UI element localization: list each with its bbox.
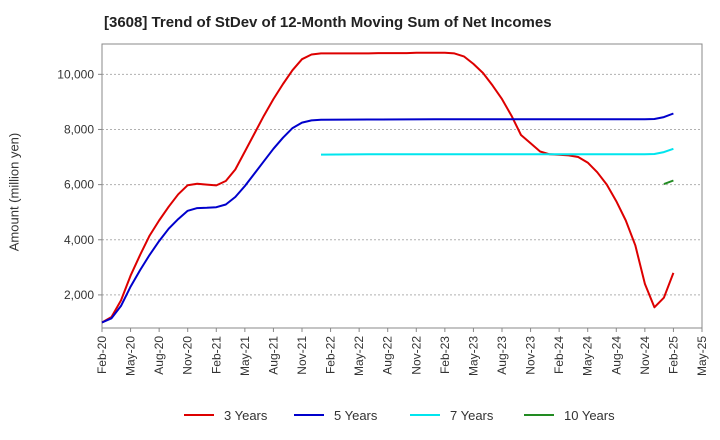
- series-line-3-years: [101, 51, 675, 324]
- legend-item: 7 Years: [410, 404, 493, 426]
- x-tick-label: Nov-23: [524, 336, 538, 375]
- x-tick-label: Feb-21: [209, 336, 223, 374]
- plot-frame: [101, 43, 703, 329]
- legend-swatch: [294, 414, 324, 416]
- y-tick-label: 8,000: [64, 122, 94, 136]
- x-tick-label: Nov-20: [181, 336, 195, 375]
- y-tick-label: 2,000: [64, 288, 94, 302]
- legend-label: 5 Years: [334, 407, 378, 423]
- x-tick-label: May-24: [581, 336, 595, 376]
- legend-item: 10 Years: [524, 404, 615, 426]
- x-tick-label: May-25: [695, 336, 709, 376]
- x-tick-label: Aug-20: [152, 336, 166, 375]
- legend-swatch: [184, 414, 214, 416]
- y-tick-label: 6,000: [64, 178, 94, 192]
- legend-label: 7 Years: [450, 407, 494, 423]
- legend-swatch: [524, 414, 554, 416]
- legend-item: 5 Years: [294, 404, 377, 426]
- legend-label: 10 Years: [564, 407, 615, 423]
- x-tick-label: Feb-23: [438, 336, 452, 374]
- x-tick-label: Nov-21: [295, 336, 309, 375]
- y-tick-label: 4,000: [64, 233, 94, 247]
- x-tick-label: Feb-20: [95, 336, 109, 374]
- x-tick-label: Nov-22: [409, 336, 423, 375]
- series-line-5-years: [101, 112, 674, 324]
- x-tick-label: Feb-24: [552, 336, 566, 374]
- series-line-7-years: [320, 147, 674, 156]
- x-tick-label: Aug-22: [381, 336, 395, 375]
- series-line-10-years: [663, 179, 674, 186]
- x-tick-label: May-22: [352, 336, 366, 376]
- legend-label: 3 Years: [224, 407, 268, 423]
- x-tick-label: Aug-24: [609, 336, 623, 375]
- x-tick-label: Aug-23: [495, 336, 509, 375]
- legend-item: 3 Years: [184, 404, 267, 426]
- x-tick-label: May-20: [124, 336, 138, 376]
- x-tick-label: Nov-24: [638, 336, 652, 375]
- x-tick-label: Feb-25: [666, 336, 680, 374]
- legend: 3 Years 5 Years 7 Years 10 Years: [0, 404, 720, 426]
- x-tick-label: May-21: [238, 336, 252, 376]
- x-tick-label: May-23: [466, 336, 480, 376]
- chart-title: [3608] Trend of StDev of 12-Month Moving…: [104, 14, 552, 31]
- x-tick-label: Aug-21: [266, 336, 280, 375]
- legend-swatch: [410, 414, 440, 416]
- y-tick-label: 10,000: [57, 67, 94, 81]
- x-tick-label: Feb-22: [324, 336, 338, 374]
